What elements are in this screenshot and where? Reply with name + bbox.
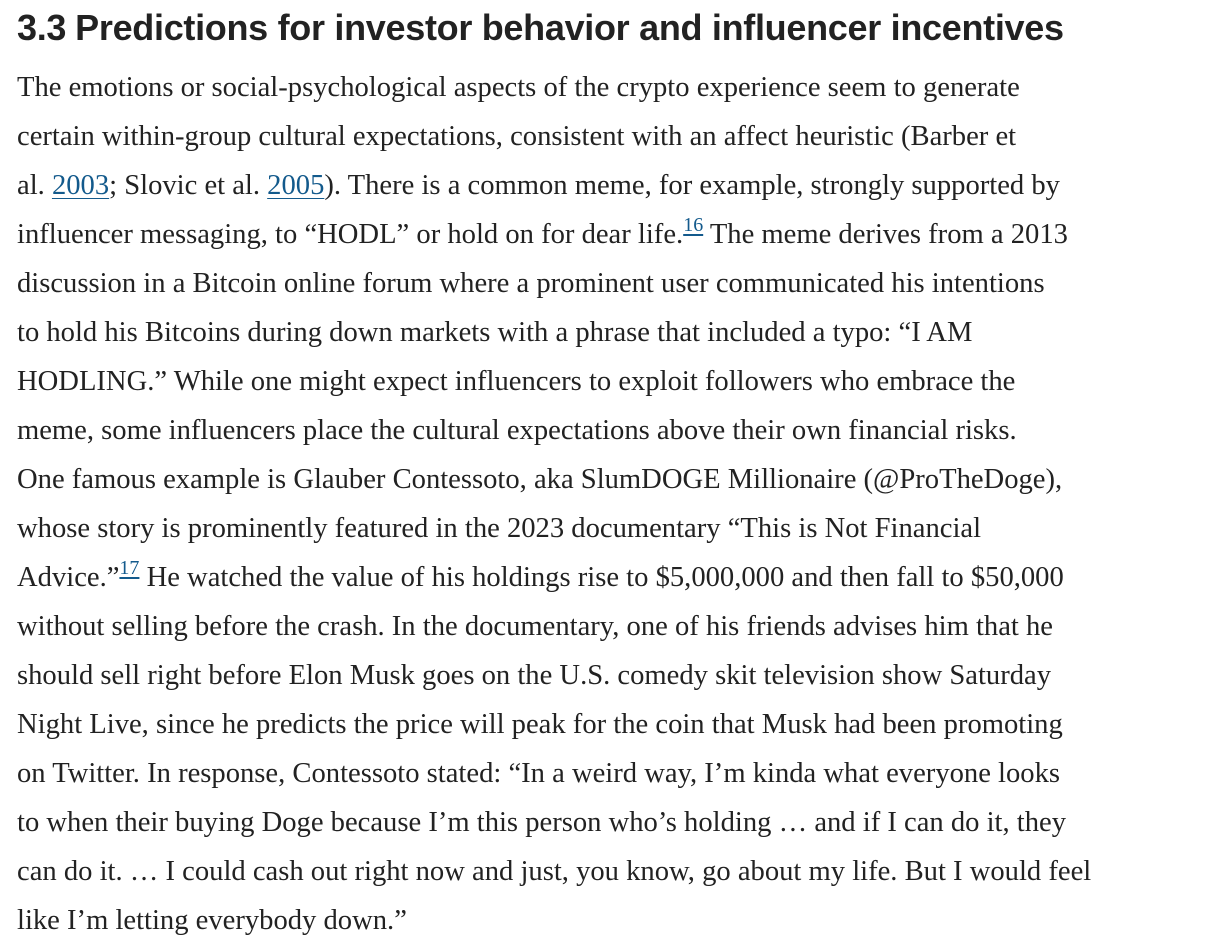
paragraph-line: One famous example is Glauber Contessoto…	[17, 464, 1063, 495]
paragraph-line: whose story is prominently featured in t…	[17, 513, 982, 544]
text-segment: ; Slovic et al.	[109, 170, 268, 201]
paragraph-line: influencer messaging, to “HODL” or hold …	[17, 210, 1207, 259]
paragraph-line: meme, some influencers place the cultura…	[17, 415, 1017, 446]
paragraph-line: should sell right before Elon Musk goes …	[17, 660, 1052, 691]
text-segment: influencer messaging, to “HODL” or hold …	[17, 219, 684, 250]
footnote-link-16[interactable]: 16	[683, 214, 704, 237]
paragraph-line: certain within-group cultural expectatio…	[17, 121, 1017, 152]
paragraph-line: The emotions or social-psychological asp…	[17, 72, 1020, 103]
paragraph-line: Night Live, since he predicts the price …	[17, 709, 1063, 740]
paragraph-line: to when their buying Doge because I’m th…	[17, 807, 1067, 838]
paragraph-line: like I’m letting everybody down.”	[17, 905, 407, 936]
article-section: 3.3 Predictions for investor behavior and…	[17, 0, 1207, 945]
paragraph-line: on Twitter. In response, Contessoto stat…	[17, 758, 1061, 789]
paragraph-line: HODLING.” While one might expect influen…	[17, 366, 1016, 397]
paragraph-line: discussion in a Bitcoin online forum whe…	[17, 268, 1045, 299]
footnote-marker: 16	[683, 214, 703, 236]
body-paragraph: The emotions or social-psychological asp…	[17, 50, 1207, 945]
text-segment: He watched the value of his holdings ris…	[139, 562, 1064, 593]
citation-link-slovic-2005[interactable]: 2005	[267, 170, 325, 201]
footnote-marker: 17	[119, 557, 139, 579]
paragraph-line: to hold his Bitcoins during down markets…	[17, 317, 973, 348]
section-title: Predictions for investor behavior and in…	[75, 7, 1064, 48]
section-heading: 3.3 Predictions for investor behavior and…	[17, 0, 1207, 50]
paragraph-line: can do it. … I could cash out right now …	[17, 856, 1092, 887]
text-segment: al.	[17, 170, 52, 201]
text-segment: ). There is a common meme, for example, …	[324, 170, 1060, 201]
footnote-link-17[interactable]: 17	[119, 557, 140, 580]
paragraph-line: al. 2003; Slovic et al. 2005). There is …	[17, 161, 1207, 210]
paragraph-line: without selling before the crash. In the…	[17, 611, 1053, 642]
paragraph-line: Advice.”17 He watched the value of his h…	[17, 553, 1207, 602]
text-segment: The meme derives from a 2013	[703, 219, 1068, 250]
citation-link-barber-2003[interactable]: 2003	[51, 170, 110, 201]
text-segment: Advice.”	[17, 562, 120, 593]
section-number: 3.3	[17, 7, 67, 48]
